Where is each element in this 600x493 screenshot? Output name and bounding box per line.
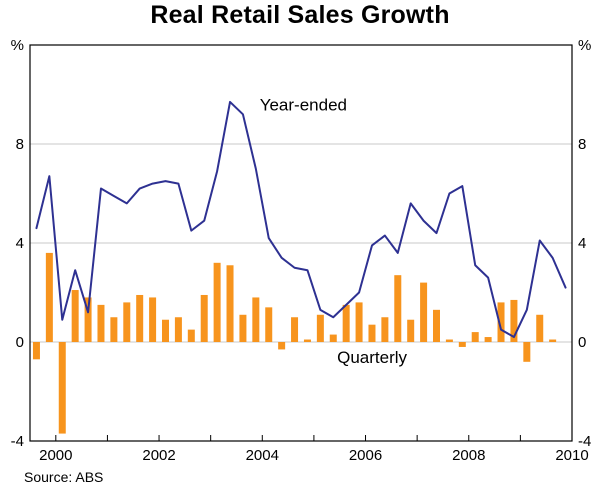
- quarterly-bar: [45, 252, 53, 342]
- x-axis-label: 2002: [142, 447, 175, 464]
- quarterly-bar: [187, 329, 195, 342]
- quarterly-label: Quarterly: [337, 348, 407, 367]
- quarterly-bar: [97, 304, 105, 342]
- x-axis-label: 2004: [246, 447, 279, 464]
- quarterly-bar: [110, 317, 118, 342]
- quarterly-bar: [71, 290, 79, 342]
- quarterly-bar: [433, 309, 440, 342]
- quarterly-bar: [407, 319, 415, 342]
- quarterly-bar: [265, 307, 273, 342]
- y-axis-label-left: 0: [16, 334, 24, 351]
- quarterly-bar: [394, 275, 402, 342]
- y-unit-left: %: [11, 37, 24, 54]
- year-ended-label: Year-ended: [260, 95, 347, 114]
- plot-border: [29, 44, 573, 442]
- quarterly-bar: [536, 314, 544, 342]
- quarterly-bar: [123, 302, 131, 342]
- quarterly-bar: [291, 317, 299, 342]
- quarterly-bar: [458, 342, 466, 347]
- quarterly-bar: [58, 342, 66, 434]
- quarterly-bar: [174, 317, 182, 342]
- quarterly-bar: [200, 294, 208, 342]
- y-unit-right: %: [578, 37, 591, 54]
- y-axis-label-right: -4: [578, 433, 591, 450]
- y-axis-label-right: 8: [578, 136, 586, 153]
- quarterly-bar: [510, 299, 518, 342]
- x-axis-label: 2010: [555, 447, 588, 464]
- y-axis-label-left: 4: [16, 235, 24, 252]
- quarterly-bar: [316, 314, 324, 342]
- quarterly-bar: [213, 262, 221, 342]
- x-axis-label: 2006: [349, 447, 382, 464]
- quarterly-bar: [484, 337, 492, 342]
- quarterly-bar: [136, 294, 144, 342]
- quarterly-bar: [523, 342, 531, 362]
- y-axis-label-right: 0: [578, 334, 586, 351]
- quarterly-bar: [84, 297, 92, 342]
- quarterly-bar: [329, 334, 337, 342]
- y-axis-label-left: -4: [11, 433, 24, 450]
- quarterly-bar: [252, 297, 260, 342]
- source-note: Source: ABS: [24, 469, 104, 485]
- quarterly-bar: [162, 319, 169, 342]
- x-axis-label: 2008: [452, 447, 485, 464]
- quarterly-bar: [445, 339, 453, 342]
- quarterly-bar: [342, 304, 350, 342]
- quarterly-bar: [549, 339, 557, 342]
- year-ended-line: [35, 100, 567, 339]
- quarterly-bar: [149, 297, 157, 342]
- chart-title: Real Retail Sales Growth: [150, 1, 450, 29]
- quarterly-bar: [381, 317, 389, 342]
- quarterly-bar: [497, 302, 505, 342]
- quarterly-bar: [368, 324, 376, 342]
- y-axis-label-left: 8: [16, 136, 24, 153]
- quarterly-bar: [355, 302, 363, 342]
- y-axis-label-right: 4: [578, 235, 586, 252]
- x-axis-label: 2000: [39, 447, 72, 464]
- quarterly-bar: [471, 332, 479, 342]
- quarterly-bar: [420, 282, 428, 342]
- quarterly-bar: [239, 314, 247, 342]
- quarterly-bar: [278, 342, 286, 350]
- quarterly-bar: [303, 339, 311, 342]
- quarterly-bar: [32, 342, 40, 360]
- quarterly-bar: [226, 265, 234, 342]
